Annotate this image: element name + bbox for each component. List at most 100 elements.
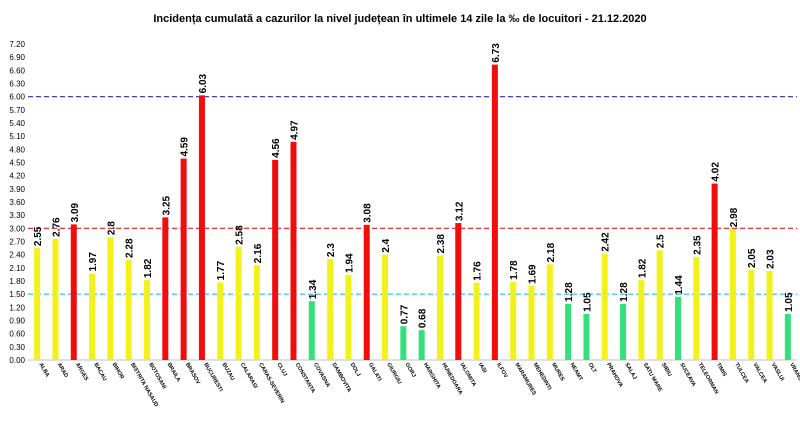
data-label: 2.38 (436, 234, 447, 254)
y-tick-label: 3.30 (9, 211, 25, 220)
category-label: TULCEA (733, 362, 749, 384)
data-label: 2.55 (33, 226, 44, 246)
bar (363, 224, 370, 360)
y-tick-label: 2.40 (9, 251, 25, 260)
y-tick-label: 5.70 (9, 106, 25, 115)
y-tick-label: 1.80 (9, 277, 25, 286)
category-label: IALOMITA (459, 362, 477, 388)
bar (784, 313, 791, 360)
data-label: 2.28 (125, 238, 136, 258)
category-label: BIHOR (111, 362, 125, 380)
bar (528, 285, 535, 360)
bar (711, 183, 718, 360)
category-label: GALATI (367, 362, 382, 383)
bar (327, 259, 334, 360)
data-label: 1.34 (308, 279, 319, 299)
bar (473, 282, 480, 360)
y-tick-label: 6.30 (9, 80, 25, 89)
data-label: 1.05 (784, 292, 795, 312)
data-label: 1.94 (344, 253, 355, 273)
category-label: CONSTANTA (294, 362, 316, 394)
y-tick-label: 0.30 (9, 343, 25, 352)
data-label: 1.97 (88, 252, 99, 272)
y-tick-label: 1.50 (9, 290, 25, 299)
y-tick-label: 0.60 (9, 330, 25, 339)
y-tick-label: 6.60 (9, 66, 25, 75)
category-label: ARGES (74, 362, 89, 382)
y-tick-label: 7.20 (9, 40, 25, 49)
data-labels: 2.55 2.76 3.09 1.97 2.8 2.28 1.82 3.25 4.59 6.03 1… (33, 43, 795, 328)
y-tick-label: 3.60 (9, 198, 25, 207)
data-label: 0.68 (418, 308, 429, 328)
category-label: VRANCEA (788, 362, 800, 389)
y-tick-label: 0.90 (9, 317, 25, 326)
category-label: BUZAU (221, 362, 236, 382)
bar (565, 303, 572, 360)
category-label: TELEORMAN (697, 362, 720, 395)
category-label: BUCURESTI (202, 362, 223, 393)
bar (144, 280, 151, 360)
data-label: 2.05 (747, 248, 758, 268)
category-label: GORJ (404, 362, 417, 379)
bar (693, 256, 700, 360)
y-tick-label: 6.00 (9, 93, 25, 102)
bar (436, 255, 443, 360)
bar (162, 217, 169, 360)
category-label: MEHEDINTI (532, 362, 553, 392)
y-tick-label: 3.00 (9, 224, 25, 233)
data-label: 4.02 (711, 162, 722, 182)
category-label: OLT (587, 362, 598, 375)
data-label: 1.69 (528, 264, 539, 284)
bar (198, 95, 205, 360)
bar (510, 281, 517, 360)
data-label: 6.73 (491, 43, 502, 63)
category-label: BRASOV (184, 362, 201, 386)
data-label: 4.97 (289, 120, 300, 140)
data-label: 2.18 (546, 242, 557, 262)
data-label: 2.4 (381, 238, 392, 252)
data-label: 6.03 (198, 73, 209, 93)
y-tick-label: 4.50 (9, 159, 25, 168)
category-label: GIURGIU (385, 362, 402, 385)
data-label: 1.76 (473, 261, 484, 281)
bar (418, 330, 425, 360)
category-label: BOTOSANI (147, 362, 167, 390)
data-label: 1.44 (674, 275, 685, 295)
data-label: 1.82 (143, 258, 154, 278)
category-label: TIMIS (715, 362, 728, 378)
data-label: 2.76 (51, 217, 62, 237)
bar (235, 246, 242, 360)
category-label: COVASNA (312, 362, 331, 388)
data-label: 2.03 (766, 249, 777, 269)
bar (89, 273, 96, 360)
data-label: 1.28 (619, 282, 630, 302)
data-label: 4.59 (180, 137, 191, 157)
data-label: 3.09 (70, 202, 81, 222)
bar (766, 270, 773, 360)
category-label: DOLJ (349, 362, 362, 378)
bar (400, 326, 407, 360)
y-tick-label: 0.00 (9, 356, 25, 365)
y-tick-label: 3.90 (9, 185, 25, 194)
bar (656, 250, 663, 360)
category-label: VALCEA (751, 362, 767, 384)
category-label: VASLUI (770, 362, 785, 383)
y-tick-label: 5.10 (9, 132, 25, 141)
bar (729, 229, 736, 360)
bar (583, 313, 590, 360)
data-label: 2.16 (253, 243, 264, 263)
data-label: 1.78 (509, 260, 520, 280)
data-label: 4.56 (271, 138, 282, 158)
category-label: BACAU (92, 362, 107, 382)
bar (620, 303, 627, 360)
data-label: 2.8 (106, 221, 117, 235)
category-label: ILFOV (495, 362, 508, 379)
category-label: BRAILA (166, 362, 182, 383)
data-label: 0.77 (399, 304, 410, 324)
y-tick-label: 4.80 (9, 145, 25, 154)
bar (290, 141, 297, 360)
data-label: 3.25 (161, 195, 172, 215)
category-label: SIBIU (660, 362, 673, 378)
category-label: MURES (550, 362, 565, 382)
y-tick-label: 5.40 (9, 119, 25, 128)
